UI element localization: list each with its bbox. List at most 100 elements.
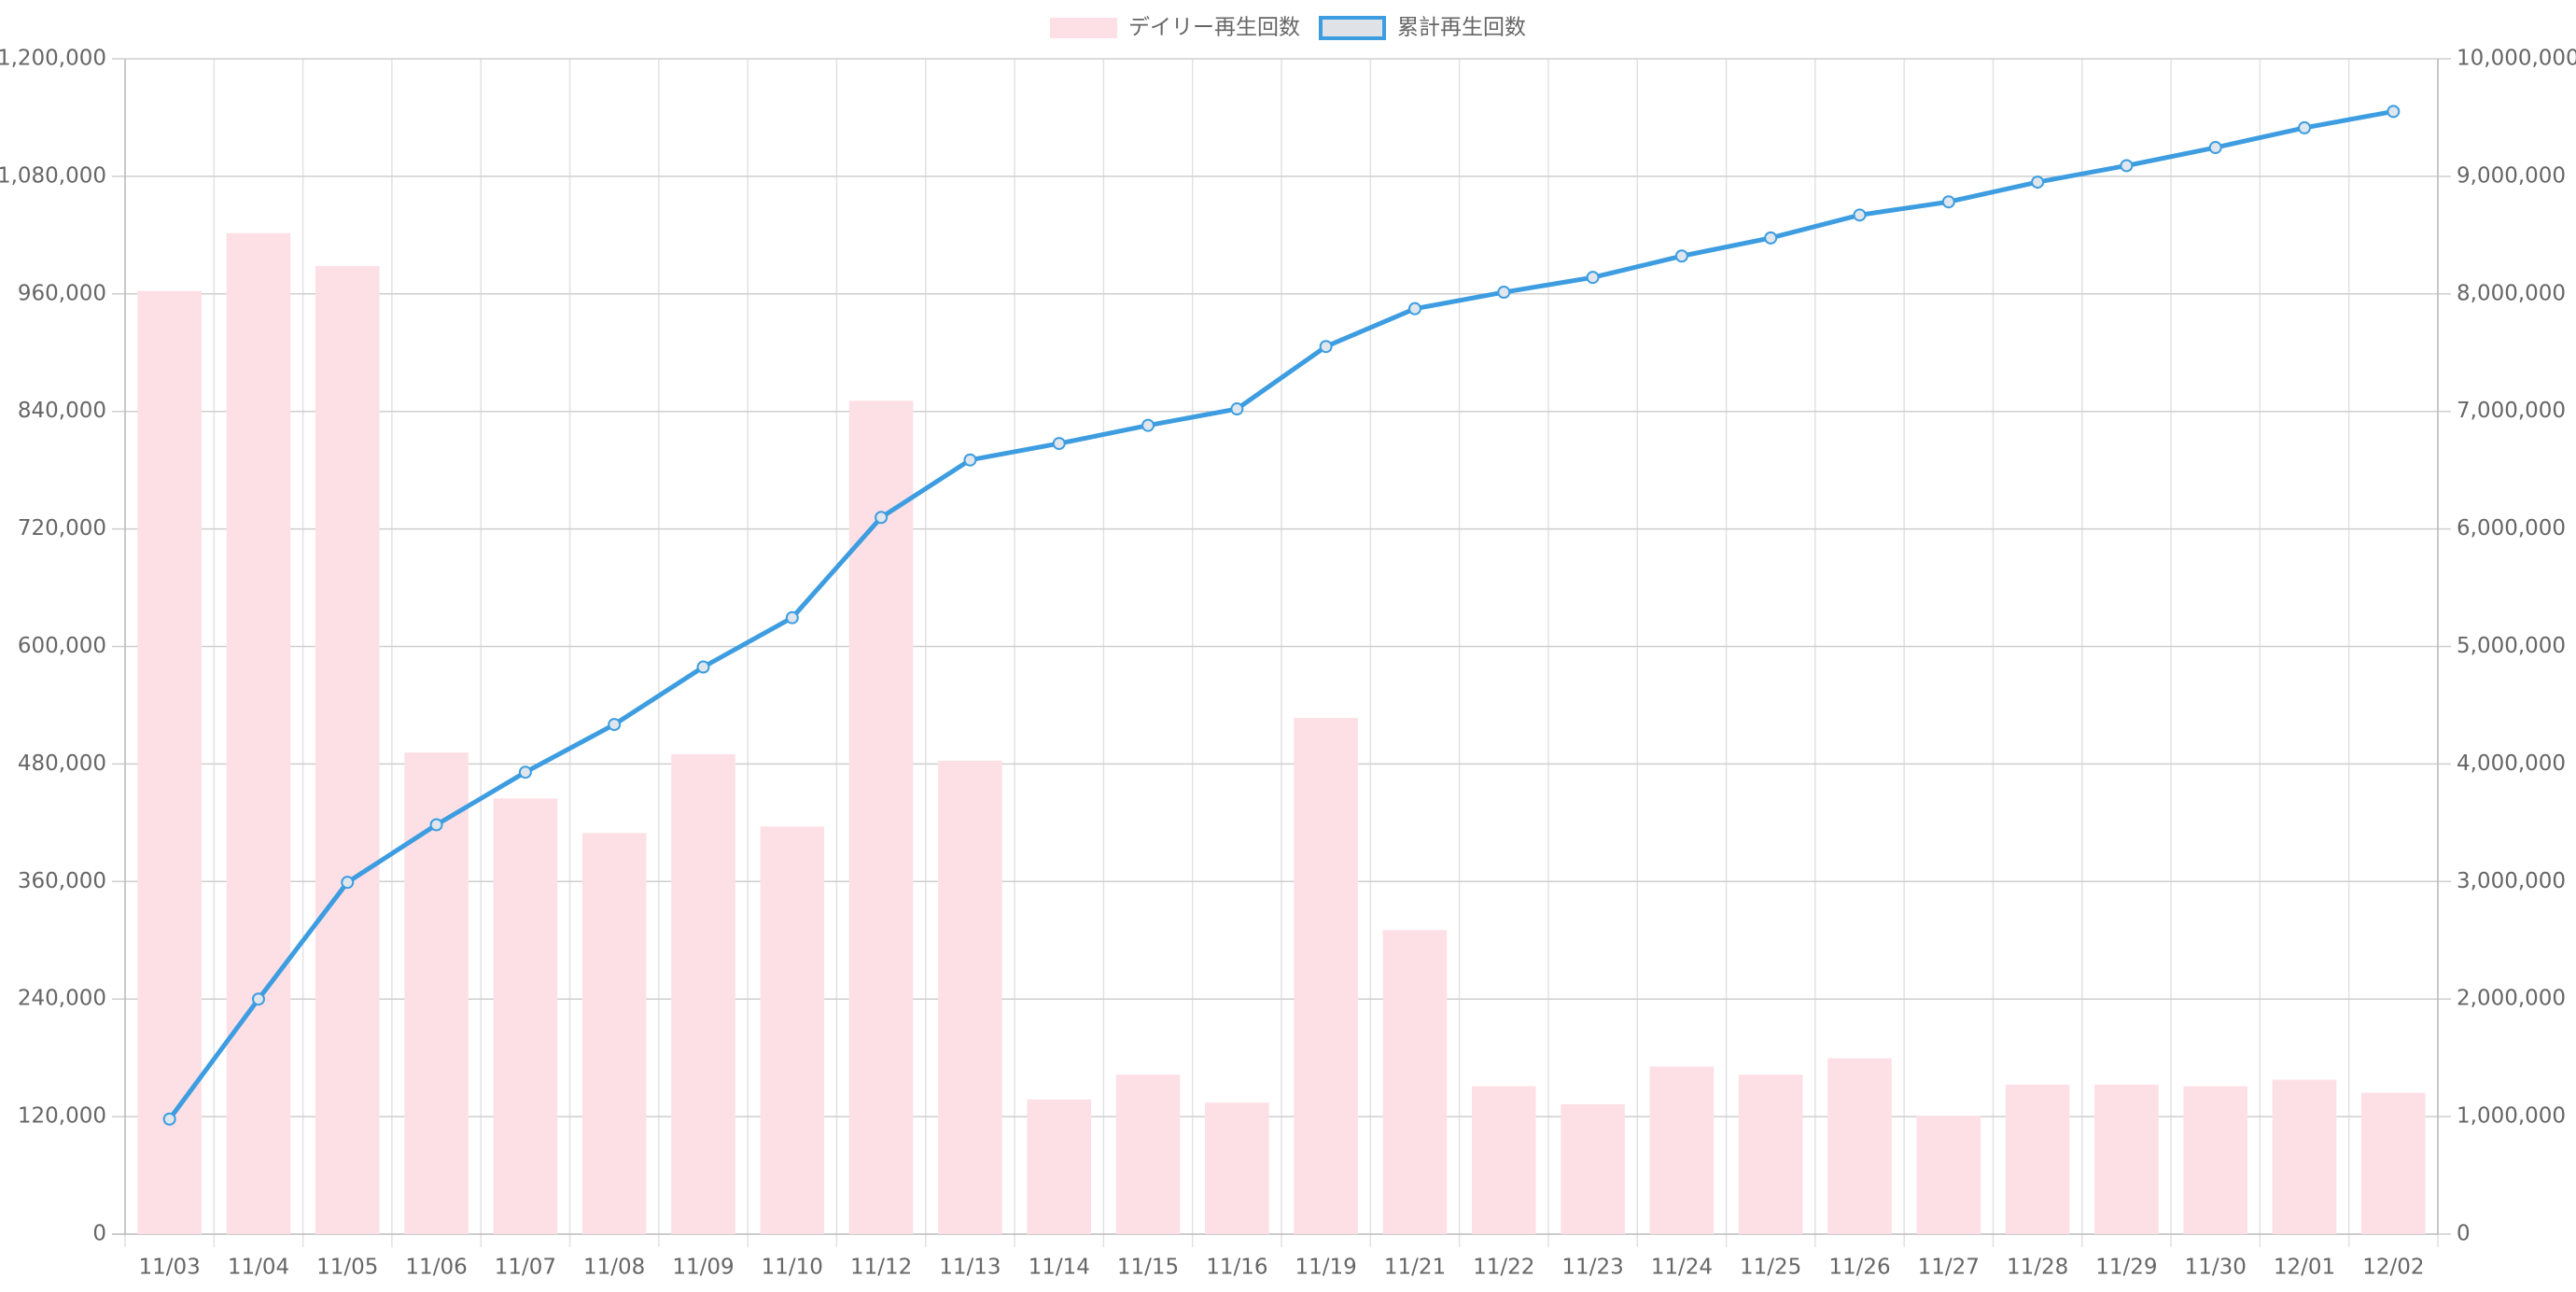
bar bbox=[2272, 1079, 2337, 1234]
line-point bbox=[1586, 271, 1600, 285]
bar bbox=[1294, 718, 1358, 1234]
bar bbox=[671, 753, 735, 1234]
line-point bbox=[963, 453, 977, 467]
line-point bbox=[1319, 340, 1333, 354]
x-tick-label: 11/05 bbox=[316, 1256, 378, 1280]
y-tick-label: 480,000 bbox=[18, 751, 106, 776]
line-point bbox=[251, 992, 265, 1006]
x-tick-label: 11/10 bbox=[762, 1256, 823, 1280]
line-point bbox=[875, 511, 889, 525]
x-tick-label: 12/02 bbox=[2362, 1256, 2424, 1280]
bar bbox=[315, 265, 380, 1235]
y2-tick-label: 5,000,000 bbox=[2457, 634, 2566, 658]
x-tick-label: 11/28 bbox=[2007, 1256, 2068, 1280]
y2-tick-label: 3,000,000 bbox=[2457, 869, 2566, 893]
line-point bbox=[1230, 402, 1244, 416]
y2-tick-label: 10,000,000 bbox=[2457, 47, 2576, 71]
x-tick-label: 11/29 bbox=[2095, 1256, 2157, 1280]
bar bbox=[1561, 1103, 1625, 1234]
y-tick-label: 120,000 bbox=[18, 1104, 106, 1129]
bar bbox=[1827, 1058, 1892, 1234]
x-tick-label: 11/13 bbox=[939, 1256, 1001, 1280]
bar bbox=[1738, 1074, 1803, 1234]
y2-tick-label: 0 bbox=[2457, 1222, 2471, 1246]
x-tick-label: 11/21 bbox=[1384, 1256, 1446, 1280]
line-point bbox=[1141, 418, 1155, 432]
bar bbox=[581, 833, 647, 1234]
x-tick-label: 11/27 bbox=[1918, 1256, 1980, 1280]
x-tick-label: 11/16 bbox=[1206, 1256, 1267, 1280]
y-tick-label: 600,000 bbox=[18, 634, 106, 658]
legend-swatch bbox=[1319, 16, 1386, 40]
line-point bbox=[1764, 231, 1778, 245]
x-tick-label: 11/25 bbox=[1740, 1256, 1801, 1280]
legend-swatch bbox=[1050, 18, 1117, 38]
legend-label: 累計再生回数 bbox=[1397, 16, 1526, 40]
x-tick-label: 11/12 bbox=[850, 1256, 912, 1280]
bar bbox=[1115, 1074, 1181, 1234]
line-point bbox=[2031, 176, 2045, 190]
y2-tick-label: 6,000,000 bbox=[2457, 516, 2566, 541]
line-point bbox=[785, 611, 799, 625]
y2-tick-label: 9,000,000 bbox=[2457, 163, 2566, 188]
line-point bbox=[2120, 159, 2134, 173]
bar bbox=[1205, 1102, 1269, 1234]
bar bbox=[1471, 1086, 1536, 1234]
legend: デイリー再生回数 累計再生回数 bbox=[1050, 16, 1526, 40]
bar bbox=[2183, 1086, 2248, 1234]
y-tick-label: 840,000 bbox=[18, 399, 106, 423]
line-point bbox=[1853, 208, 1867, 222]
legend-label: デイリー再生回数 bbox=[1128, 16, 1300, 40]
line-point bbox=[518, 765, 532, 779]
bar bbox=[226, 232, 291, 1234]
bar bbox=[1027, 1099, 1092, 1234]
y-tick-label: 1,200,000 bbox=[0, 47, 106, 71]
line-point bbox=[341, 876, 355, 890]
bar bbox=[137, 290, 202, 1235]
x-tick-label: 11/24 bbox=[1651, 1256, 1713, 1280]
line-point bbox=[1407, 302, 1421, 316]
x-tick-label: 11/19 bbox=[1295, 1256, 1357, 1280]
x-tick-label: 11/30 bbox=[2185, 1256, 2247, 1280]
x-tick-label: 11/06 bbox=[405, 1256, 467, 1280]
x-tick-label: 11/23 bbox=[1561, 1256, 1623, 1280]
bar bbox=[2005, 1084, 2070, 1234]
x-tick-label: 11/08 bbox=[583, 1256, 645, 1280]
bar bbox=[2094, 1084, 2159, 1234]
line-point bbox=[2208, 141, 2222, 155]
y2-tick-label: 8,000,000 bbox=[2457, 281, 2566, 305]
y2-tick-label: 7,000,000 bbox=[2457, 399, 2566, 423]
y-tick-label: 960,000 bbox=[18, 281, 106, 305]
x-tick-label: 11/09 bbox=[672, 1256, 734, 1280]
x-tick-label: 11/07 bbox=[495, 1256, 556, 1280]
bar bbox=[2361, 1092, 2426, 1234]
line-point bbox=[696, 660, 710, 674]
line-point bbox=[429, 818, 443, 832]
x-tick-label: 11/26 bbox=[1828, 1256, 1890, 1280]
line-point bbox=[2298, 120, 2312, 134]
x-tick-label: 11/04 bbox=[228, 1256, 289, 1280]
y2-tick-label: 4,000,000 bbox=[2457, 751, 2566, 776]
y-tick-label: 240,000 bbox=[18, 987, 106, 1011]
bar bbox=[1649, 1066, 1715, 1234]
x-tick-label: 11/22 bbox=[1473, 1256, 1534, 1280]
y-tick-label: 720,000 bbox=[18, 516, 106, 541]
x-tick-label: 11/03 bbox=[139, 1256, 201, 1280]
bar bbox=[1916, 1116, 1981, 1234]
x-tick-label: 11/14 bbox=[1029, 1256, 1090, 1280]
y-tick-label: 1,080,000 bbox=[0, 163, 106, 188]
line bbox=[167, 108, 2394, 1121]
y2-tick-label: 2,000,000 bbox=[2457, 987, 2566, 1011]
y2-tick-label: 1,000,000 bbox=[2457, 1104, 2566, 1129]
line-point bbox=[1674, 249, 1688, 263]
line-point bbox=[1497, 286, 1511, 300]
y-tick-label: 360,000 bbox=[18, 869, 106, 893]
x-tick-label: 12/01 bbox=[2274, 1256, 2335, 1280]
line-point bbox=[1052, 437, 1066, 451]
line-point bbox=[1941, 195, 1955, 209]
line-point bbox=[608, 718, 622, 732]
bar bbox=[938, 760, 1002, 1234]
line-point bbox=[162, 1112, 176, 1126]
bar bbox=[493, 798, 558, 1234]
